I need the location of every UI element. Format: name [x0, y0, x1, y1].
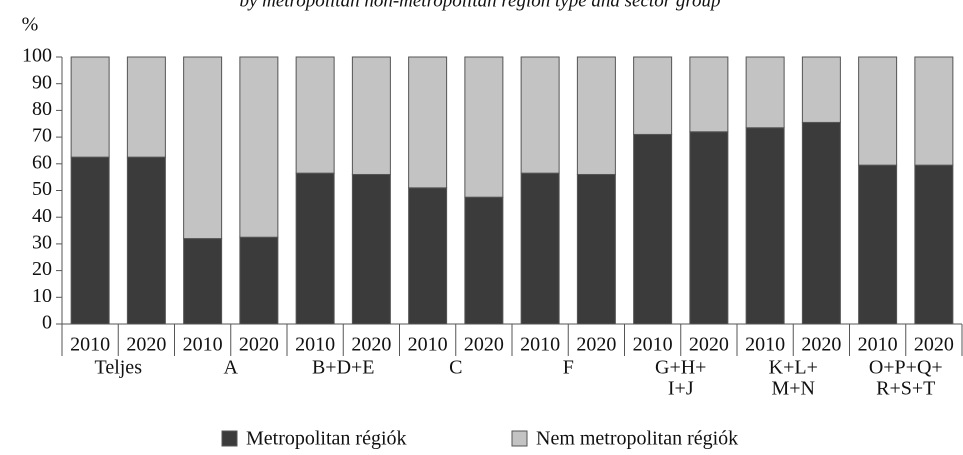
bar-segment: [858, 56, 898, 166]
y-tick-label: 20: [32, 258, 52, 280]
group-label: F: [563, 357, 574, 379]
x-tick-label: 2010: [520, 334, 560, 356]
x-tick-label: 2020: [689, 334, 729, 356]
bar-segment: [295, 172, 335, 325]
bar-segment: [633, 133, 673, 325]
group-label: I+J: [668, 378, 694, 400]
y-tick-label: 70: [32, 125, 52, 147]
x-tick-label: 2010: [408, 334, 448, 356]
y-tick-label: 0: [42, 312, 52, 334]
bar-segment: [351, 173, 391, 325]
bar-segment: [295, 56, 335, 174]
x-tick-label: 2010: [183, 334, 223, 356]
x-tick-label: 2020: [576, 334, 616, 356]
bar-segment: [520, 56, 560, 174]
y-tick-label: 60: [32, 151, 52, 173]
x-tick-label: 2020: [801, 334, 841, 356]
bar-segment: [183, 238, 223, 325]
x-tick-label: 2010: [70, 334, 110, 356]
chart-title: by metropolitan non-metropolitan region …: [239, 0, 720, 11]
bar-segment: [689, 56, 729, 133]
bar-segment: [745, 56, 785, 129]
bar-segment: [745, 127, 785, 325]
x-tick-label: 2010: [633, 334, 673, 356]
bar-segment: [801, 121, 841, 325]
legend-swatch: [221, 430, 238, 447]
bar-segment: [239, 56, 279, 238]
x-tick-label: 2020: [464, 334, 504, 356]
bar-segment: [464, 196, 504, 325]
x-tick-label: 2010: [295, 334, 335, 356]
y-tick-label: 30: [32, 231, 52, 253]
bar-segment: [70, 156, 110, 325]
bar-segment: [858, 164, 898, 325]
group-label: C: [449, 357, 462, 379]
legend-swatch: [511, 430, 528, 447]
group-label: R+S+T: [876, 378, 935, 400]
group-label: K+L+: [769, 357, 818, 379]
x-tick-label: 2020: [914, 334, 954, 356]
group-label: M+N: [771, 378, 815, 400]
bar-segment: [914, 164, 954, 325]
y-tick-label: 80: [32, 98, 52, 120]
y-axis-label: %: [22, 14, 39, 36]
x-tick-label: 2020: [351, 334, 391, 356]
bar-segment: [239, 236, 279, 325]
legend-label: Metropolitan régiók: [246, 428, 407, 450]
x-tick-label: 2020: [239, 334, 279, 356]
bar-segment: [351, 56, 391, 175]
group-label: A: [224, 357, 239, 379]
x-tick-label: 2020: [126, 334, 166, 356]
y-tick-label: 50: [32, 178, 52, 200]
group-label: B+D+E: [312, 357, 375, 379]
bar-segment: [126, 56, 166, 158]
bar-segment: [464, 56, 504, 198]
bar-segment: [183, 56, 223, 240]
y-tick-label: 90: [32, 71, 52, 93]
bar-segment: [408, 56, 448, 189]
x-tick-label: 2010: [745, 334, 785, 356]
bar-segment: [520, 172, 560, 325]
bar-segment: [70, 56, 110, 158]
bar-segment: [914, 56, 954, 166]
bar-segment: [801, 56, 841, 123]
y-tick-label: 10: [32, 285, 52, 307]
bar-segment: [408, 187, 448, 325]
y-tick-label: 40: [32, 205, 52, 227]
y-tick-label: 100: [22, 45, 52, 67]
x-tick-label: 2010: [858, 334, 898, 356]
bar-segment: [126, 156, 166, 325]
group-label: G+H+: [655, 357, 706, 379]
bar-segment: [633, 56, 673, 135]
bar-segment: [576, 56, 616, 175]
group-label: O+P+Q+: [869, 357, 943, 379]
bar-segment: [576, 173, 616, 325]
legend-label: Nem metropolitan régiók: [536, 428, 738, 450]
group-label: Teljes: [95, 357, 143, 379]
bar-segment: [689, 131, 729, 325]
